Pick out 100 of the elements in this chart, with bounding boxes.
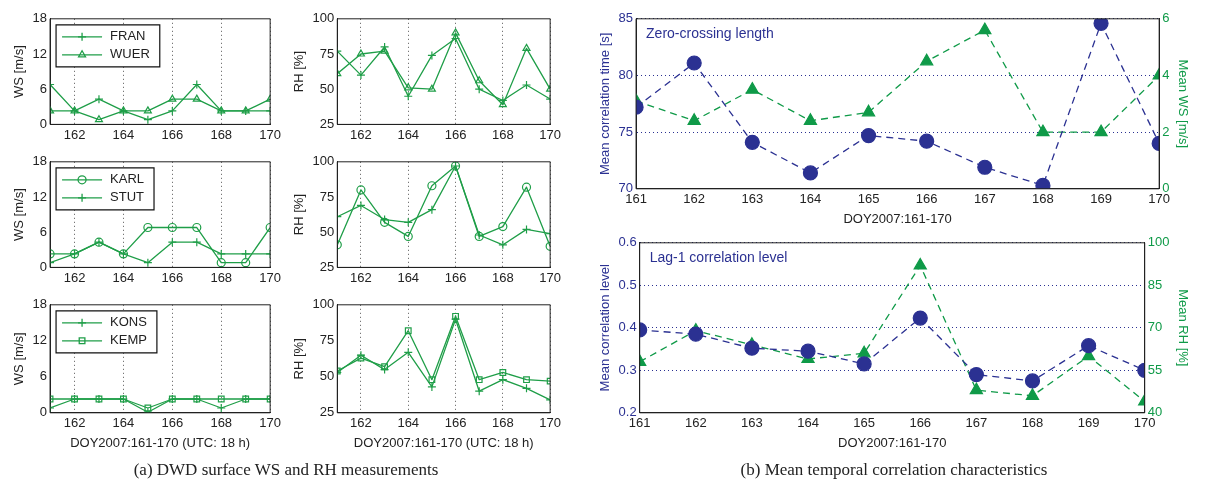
y-tick-label: 25 [319,404,335,420]
y-axis-title: RH [%] [291,194,307,236]
y-tick-label: 85 [618,10,634,26]
x-axis-title: DOY2007:161-170 [837,434,947,450]
x-tick-label: 170 [539,126,562,142]
x-tick-label: 166 [915,191,938,207]
y-tick-label: 50 [319,223,335,239]
x-tick-label: 164 [112,269,135,285]
y-tick-label: 0 [39,115,48,131]
x-tick-label: 162 [63,126,86,142]
x-tick-label: 163 [741,415,763,431]
x-tick-label: 169 [1090,191,1112,207]
x-tick-label: 164 [397,126,420,142]
y-tick-label: 0 [39,404,48,420]
y-tick-label: 75 [319,188,335,204]
x-tick-label: 161 [628,415,651,431]
x-tick-label: 168 [210,126,233,142]
x-tick-label: 165 [857,191,880,207]
legend-label: KARL [110,171,145,187]
x-tick-label: 162 [350,415,372,431]
x-tick-label: 168 [492,415,514,431]
x-tick-label: 162 [683,191,706,207]
x-tick-label: 170 [539,269,562,285]
y2-tick-label: 85 [1147,276,1163,292]
x-tick-label: 161 [625,191,647,207]
y2-axis-title: Mean WS [m/s] [1175,59,1191,149]
y-tick-label: 6 [39,223,48,239]
y2-tick-label: 55 [1147,361,1163,377]
y-tick-label: 75 [618,123,634,139]
legend-label: KEMP [110,332,147,348]
x-tick-label: 168 [210,415,233,431]
y-tick-label: 100 [312,296,335,312]
y-tick-label: 18 [32,10,48,26]
x-tick-label: 166 [909,415,932,431]
y2-tick-label: 100 [1147,234,1170,250]
x-tick-label: 167 [965,415,988,431]
x-tick-label: 162 [63,269,86,285]
text: (a) DWD surface WS and RH measurements [132,460,440,480]
y-tick-label: 75 [319,45,335,61]
x-tick-label: 166 [444,269,467,285]
x-tick-label: 167 [973,191,996,207]
x-tick-label: 162 [350,269,372,285]
legend-label: KONS [110,314,148,330]
y2-tick-label: 4 [1162,67,1170,83]
x-tick-label: 166 [161,126,184,142]
x-tick-label: 170 [1148,191,1171,207]
x-axis-title: DOY2007:161-170 (UTC: 18 h) [353,434,534,450]
y-tick-label: 12 [32,188,48,204]
legend-label: STUT [110,189,145,205]
y-tick-label: 12 [32,332,48,348]
y-tick-label: 18 [32,153,48,169]
x-tick-label: 162 [63,415,86,431]
x-tick-label: 170 [259,126,282,142]
y-axis-title: WS [m/s] [11,188,27,241]
y2-axis-title: Mean RH [%] [1175,289,1191,367]
x-tick-label: 170 [259,269,282,285]
y-axis-title: RH [%] [291,51,307,93]
x-tick-label: 169 [1077,415,1100,431]
y-tick-label: 12 [32,45,48,61]
x-tick-label: 170 [539,415,562,431]
x-tick-label: 164 [112,415,135,431]
y-tick-label: 100 [312,10,335,26]
x-axis-title: DOY2007:161-170 [843,210,952,226]
y-axis-title: WS [m/s] [11,332,27,386]
x-tick-label: 168 [1021,415,1044,431]
y-tick-label: 6 [39,80,48,96]
y-tick-label: 50 [319,80,335,96]
y-tick-label: 0.4 [618,319,637,335]
y2-tick-label: 2 [1162,123,1170,139]
x-axis-title: DOY2007:161-170 (UTC: 18 h) [70,434,251,450]
y2-tick-label: 70 [1147,319,1163,335]
x-tick-label: 162 [350,126,372,142]
x-tick-label: 166 [444,415,467,431]
y-axis-title: Mean correlation time [s] [597,32,613,175]
y-axis-title: Mean correlation level [597,264,613,392]
annotation: Lag-1 correlation level [649,248,788,265]
y2-tick-label: 6 [1162,10,1170,26]
x-tick-label: 164 [797,415,819,431]
y-tick-label: 0 [39,258,48,274]
x-tick-label: 170 [259,415,282,431]
x-tick-label: 168 [492,269,514,285]
x-tick-label: 163 [741,191,764,207]
y-tick-label: 25 [319,258,335,274]
annotation: Zero-crossing length [646,24,774,41]
x-tick-label: 166 [161,269,184,285]
legend-label: FRAN [110,28,146,44]
x-tick-label: 164 [112,126,135,142]
text: (b) Mean temporal correlation characteristics [739,460,1049,480]
x-tick-label: 165 [853,415,875,431]
x-tick-label: 168 [210,269,233,285]
x-tick-label: 164 [397,415,420,431]
x-tick-label: 170 [1133,415,1156,431]
y-tick-label: 0.5 [618,276,637,292]
x-tick-label: 164 [799,191,822,207]
y-axis-title: WS [m/s] [11,45,27,98]
y-tick-label: 100 [312,153,335,169]
y-tick-label: 0.3 [618,361,637,377]
y-tick-label: 75 [319,332,335,348]
y-tick-label: 18 [32,296,48,312]
x-tick-label: 166 [161,415,184,431]
